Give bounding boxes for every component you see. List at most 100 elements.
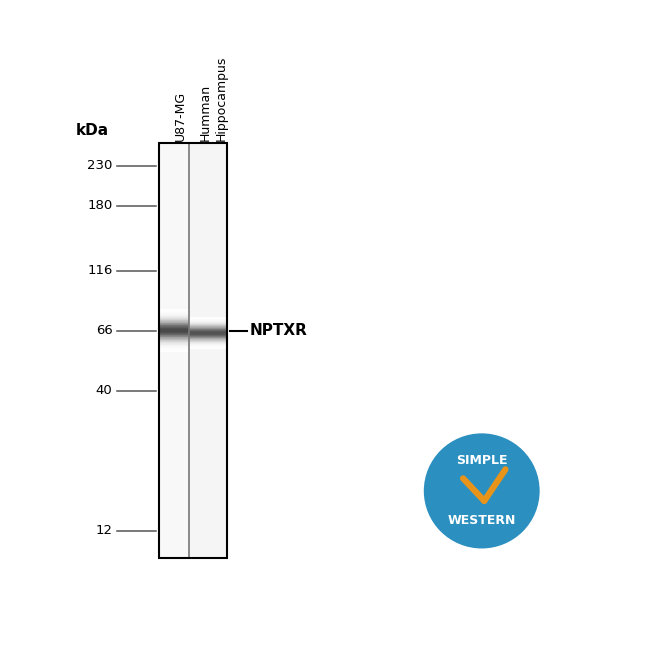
Bar <box>159 347 188 348</box>
Bar <box>188 325 228 326</box>
Bar <box>188 345 228 346</box>
Bar <box>159 329 188 330</box>
Bar <box>159 350 188 351</box>
Text: © 2014: © 2014 <box>523 535 551 541</box>
Bar <box>188 338 228 339</box>
Bar <box>159 339 188 341</box>
Bar <box>188 320 228 321</box>
Bar <box>159 343 188 344</box>
Text: 40: 40 <box>96 384 112 397</box>
Bar <box>159 312 188 313</box>
Bar <box>159 324 188 325</box>
Bar <box>159 325 188 326</box>
Bar <box>159 332 188 333</box>
Bar <box>188 324 228 325</box>
Bar <box>188 347 228 348</box>
Bar <box>188 323 228 324</box>
Bar <box>159 314 188 315</box>
Bar <box>188 330 228 331</box>
Bar <box>159 348 188 349</box>
Bar <box>159 332 188 333</box>
Bar <box>159 327 188 328</box>
Bar <box>188 341 228 342</box>
Bar <box>188 334 228 335</box>
Text: Hippocampus: Hippocampus <box>214 55 227 140</box>
Bar <box>159 320 188 321</box>
Bar <box>159 323 188 324</box>
Bar <box>159 143 228 558</box>
Text: 230: 230 <box>87 159 112 172</box>
Bar <box>159 346 188 347</box>
Bar <box>159 321 188 322</box>
Bar <box>159 351 188 352</box>
Bar <box>188 325 228 326</box>
Bar <box>188 340 228 341</box>
Bar <box>188 318 228 319</box>
Text: NPTXR: NPTXR <box>250 323 308 338</box>
Bar <box>159 318 188 319</box>
Bar <box>159 309 188 310</box>
Bar <box>159 338 188 339</box>
Bar <box>188 327 228 328</box>
Bar <box>159 324 188 326</box>
Bar <box>159 336 188 337</box>
Bar <box>159 331 188 332</box>
Bar <box>159 344 188 345</box>
Bar <box>188 339 228 340</box>
Text: 116: 116 <box>87 264 112 277</box>
Bar <box>159 330 188 331</box>
Bar <box>159 340 188 341</box>
Text: 12: 12 <box>96 525 112 538</box>
Circle shape <box>424 434 540 549</box>
Bar <box>188 322 228 323</box>
Text: WESTERN: WESTERN <box>448 514 516 527</box>
Bar <box>159 348 188 350</box>
Bar <box>188 348 228 349</box>
Bar <box>159 143 228 558</box>
Bar <box>159 317 188 318</box>
Text: U87-MG: U87-MG <box>174 90 187 140</box>
Bar <box>188 319 228 320</box>
Bar <box>159 326 188 327</box>
Bar <box>188 336 228 337</box>
Bar <box>188 337 228 338</box>
Bar <box>159 309 188 311</box>
Bar <box>159 319 188 320</box>
Bar <box>188 335 228 336</box>
Bar <box>188 344 228 345</box>
Bar <box>159 311 188 312</box>
Bar <box>159 345 188 346</box>
Bar <box>188 341 228 342</box>
Bar <box>159 316 188 317</box>
Bar <box>159 313 188 314</box>
Bar <box>159 334 188 335</box>
Bar <box>188 328 228 329</box>
Bar <box>188 342 228 343</box>
Bar <box>159 341 188 342</box>
Text: kDa: kDa <box>76 123 109 138</box>
Bar <box>159 335 188 336</box>
Bar <box>188 343 228 344</box>
Bar <box>188 331 228 332</box>
Bar <box>159 143 188 558</box>
Bar <box>188 332 228 333</box>
Bar <box>159 337 188 338</box>
Bar <box>188 321 228 322</box>
Text: SIMPLE: SIMPLE <box>456 454 508 467</box>
Bar <box>159 317 188 318</box>
Text: 66: 66 <box>96 324 112 337</box>
Bar <box>188 143 228 558</box>
Bar <box>188 333 228 334</box>
Bar <box>188 344 228 345</box>
Bar <box>159 333 188 334</box>
Text: 180: 180 <box>87 199 112 212</box>
Bar <box>188 346 228 347</box>
Bar <box>159 328 188 329</box>
Bar <box>188 317 228 318</box>
Bar <box>159 322 188 323</box>
Bar <box>188 326 228 327</box>
Bar <box>188 328 228 329</box>
Bar <box>159 315 188 316</box>
Text: Humman: Humman <box>199 83 212 140</box>
Bar <box>159 342 188 343</box>
